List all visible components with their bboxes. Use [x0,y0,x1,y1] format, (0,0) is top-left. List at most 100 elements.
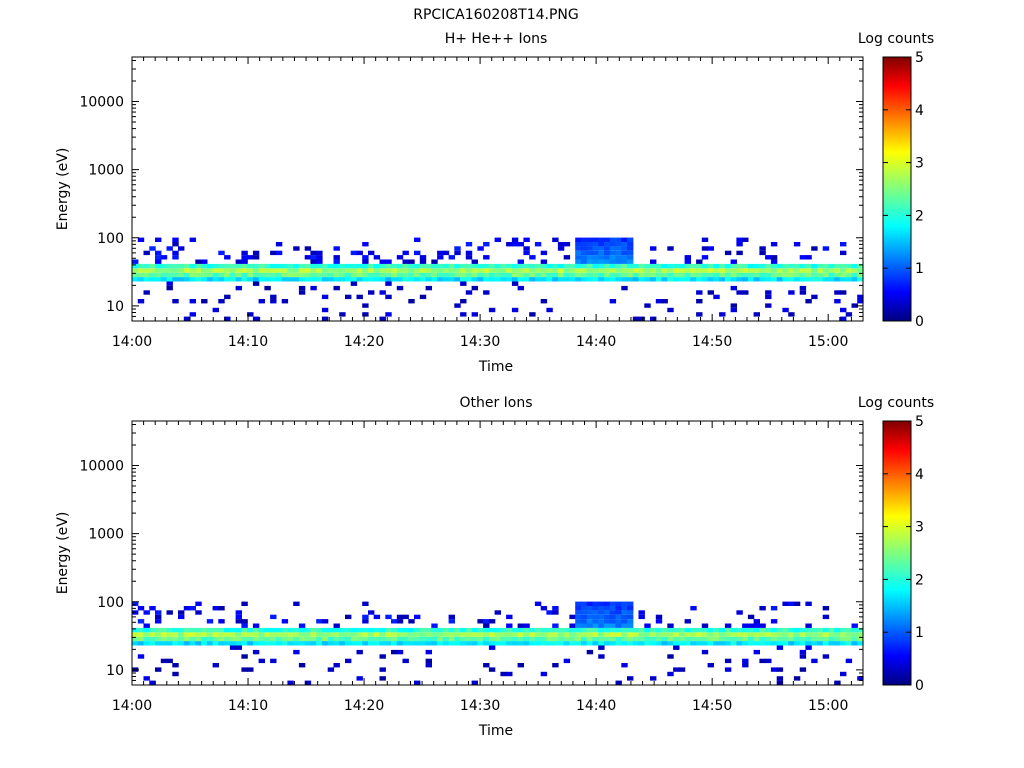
spectrogram-cell [264,277,271,282]
spectrogram-cell [742,263,749,269]
spectrogram-cell [414,263,421,269]
spectrogram-cell [396,255,404,260]
spectrogram-cell [707,627,714,633]
spectrogram-cell [511,263,519,269]
spectrogram-cell [149,680,156,685]
spectrogram-cell [701,263,709,269]
spectrogram-cell [609,636,617,642]
spectrogram-cell [609,606,617,611]
spectrogram-cell [511,277,519,282]
spectrogram-cell [540,671,548,677]
spectrogram-cell [195,601,202,606]
spectrogram-cell [298,636,306,642]
spectrogram-cell [851,627,858,633]
spectrogram-cell [396,285,404,291]
spectrogram-cell [811,272,818,278]
spectrogram-cell [333,663,340,668]
spectrogram-cell [471,268,478,273]
spectrogram-cell [494,636,501,642]
spectrogram-cell [638,272,645,278]
spectrogram-cell [615,272,622,278]
spectrogram-cell [143,610,150,615]
spectrogram-cell [511,242,519,247]
spectrogram-cell [356,627,363,633]
spectrogram-cell [730,263,737,269]
spectrogram-cell [592,242,599,247]
spectrogram-cell [845,658,853,664]
spectrogram-cell [408,627,415,633]
spectrogram-cell [298,627,306,633]
spectrogram-cell [701,268,709,273]
spectrogram-cell [483,619,490,624]
spectrogram-cell [828,632,835,637]
spectrogram-cell [316,619,323,624]
spectrogram-cell [615,259,622,264]
spectrogram-cell [402,268,409,273]
spectrogram-cell [707,246,714,251]
spectrogram-cell [598,246,605,251]
spectrogram-cell [373,268,381,273]
spectrogram-cell [321,316,329,321]
spectrogram-cell [701,636,709,642]
spectrogram-cell [506,242,513,247]
spectrogram-cell [575,242,582,247]
spectrogram-cell [362,268,369,273]
spectrogram-cell [350,277,358,282]
spectrogram-cell [638,263,645,269]
spectrogram-cell [644,636,651,642]
spectrogram-cell [402,250,409,256]
spectrogram-cell [776,627,784,633]
spectrogram-cell [212,277,219,282]
spectrogram-cell [281,299,289,304]
spectrogram-cell [586,627,594,633]
spectrogram-cell [719,632,726,637]
y-tick-label: 1000 [88,163,124,179]
spectrogram-cell [448,614,455,620]
spectrogram-cell [575,259,582,264]
spectrogram-cell [201,299,208,304]
spectrogram-cell [275,627,283,633]
spectrogram-cell [298,285,306,291]
spectrogram-cell [500,272,507,278]
spectrogram-cell [701,277,709,282]
spectrogram-cell [609,623,617,628]
spectrogram-cell [425,268,432,273]
spectrogram-cell [281,636,289,642]
spectrogram-cell [627,237,634,242]
spectrogram-cell [621,272,628,278]
spectrogram-cell [258,658,265,664]
spectrogram-cell [615,237,622,242]
spectrogram-cell [805,632,812,637]
spectrogram-cell [586,606,594,611]
spectrogram-cell [581,623,588,628]
spectrogram-cell [604,606,611,611]
spectrogram-cell [552,610,559,615]
spectrogram-cell [149,246,156,251]
spectrogram-cell [155,250,162,256]
spectrogram-cell [592,601,599,606]
spectrogram-cell [529,263,536,269]
spectrogram-cell [235,619,242,624]
spectrogram-cell [385,263,392,269]
spectrogram-cell [609,272,617,278]
spectrogram-cell [638,627,645,633]
spectrogram-cell [488,263,496,269]
spectrogram-cell [477,263,484,269]
spectrogram-cell [575,246,582,251]
y-tick-label: 10000 [79,459,124,475]
spectrogram-cell [379,272,386,278]
spectrogram-cell [477,641,484,646]
spectrogram-cell [598,654,605,659]
spectrogram-cell [437,627,444,633]
spectrogram-cell [155,610,162,615]
spectrogram-cell [195,610,202,615]
spectrogram-cell [765,641,772,646]
spectrogram-cell [275,632,283,637]
spectrogram-cell [281,641,289,646]
spectrogram-cell [310,636,317,642]
spectrogram-cell [448,641,455,646]
spectrogram-cell [736,610,743,615]
spectrogram-cell [270,272,277,278]
spectrogram-cell [517,242,524,247]
spectrogram-cell [477,636,484,642]
